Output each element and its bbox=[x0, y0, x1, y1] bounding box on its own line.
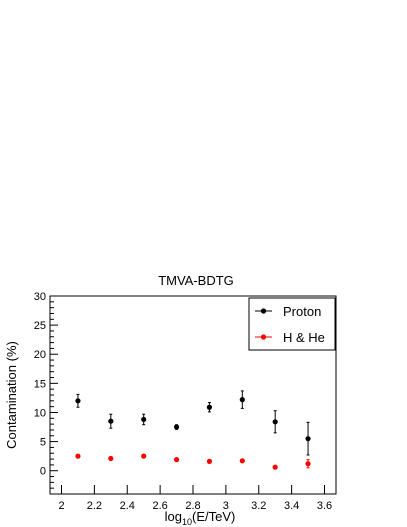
data-point-h-he bbox=[272, 464, 278, 470]
x-tick-label: 3.2 bbox=[251, 500, 266, 512]
data-point-proton bbox=[206, 404, 213, 410]
data-point-proton bbox=[173, 424, 180, 430]
series-layer bbox=[75, 390, 311, 470]
y-tick-label: 0 bbox=[40, 466, 46, 478]
data-point-h-he bbox=[239, 458, 245, 464]
x-tick-label: 2 bbox=[58, 500, 64, 512]
data-point-h-he bbox=[108, 455, 114, 462]
data-point-proton bbox=[141, 416, 147, 423]
x-tick-label: 2.6 bbox=[152, 500, 167, 512]
data-point-proton bbox=[272, 419, 278, 425]
legend-label-hhe: H & He bbox=[283, 330, 325, 345]
data-point-proton bbox=[305, 436, 311, 442]
y-tick-label: 10 bbox=[34, 407, 46, 419]
y-tick-label: 5 bbox=[40, 437, 46, 449]
y-tick-label: 20 bbox=[34, 349, 46, 361]
x-axis-label-rest: (E/TeV) bbox=[192, 509, 235, 524]
y-tick-label: 25 bbox=[34, 320, 46, 332]
x-tick-label: 3.4 bbox=[284, 500, 299, 512]
y-axis: 0 5 10 15 20 25 30 bbox=[34, 291, 58, 495]
legend-box bbox=[248, 297, 336, 351]
x-tick-label: 3.6 bbox=[317, 500, 332, 512]
legend: Proton H & He bbox=[248, 297, 336, 351]
x-tick-label: 2.2 bbox=[87, 500, 102, 512]
x-axis-label-subscript: 10 bbox=[182, 517, 192, 527]
y-axis-label: Contamination (%) bbox=[4, 341, 19, 449]
data-point-proton bbox=[75, 398, 81, 404]
x-axis-label: log10(E/TeV) bbox=[165, 509, 236, 527]
legend-marker-proton bbox=[260, 308, 267, 314]
legend-label-proton: Proton bbox=[283, 304, 321, 319]
x-axis: 2 2.2 2.4 2.6 2.8 3 3.2 3.4 3.6 bbox=[58, 485, 332, 512]
y-tick-label: 15 bbox=[34, 378, 46, 390]
data-point-h-he bbox=[206, 458, 213, 464]
x-tick-label: 2.8 bbox=[185, 500, 200, 512]
data-point-h-he bbox=[305, 461, 311, 467]
legend-marker-hhe bbox=[260, 334, 267, 340]
data-point-h-he bbox=[75, 453, 81, 459]
x-tick-label: 2.4 bbox=[120, 500, 135, 512]
chart-title: TMVA-BDTG bbox=[158, 273, 234, 288]
x-tick-label: 3 bbox=[223, 500, 229, 512]
x-axis-label-base: log bbox=[165, 509, 182, 524]
data-point-proton bbox=[239, 397, 245, 403]
data-point-h-he bbox=[173, 457, 180, 463]
data-point-h-he bbox=[141, 453, 147, 459]
data-point-proton bbox=[108, 418, 114, 424]
y-tick-label: 30 bbox=[34, 291, 46, 303]
